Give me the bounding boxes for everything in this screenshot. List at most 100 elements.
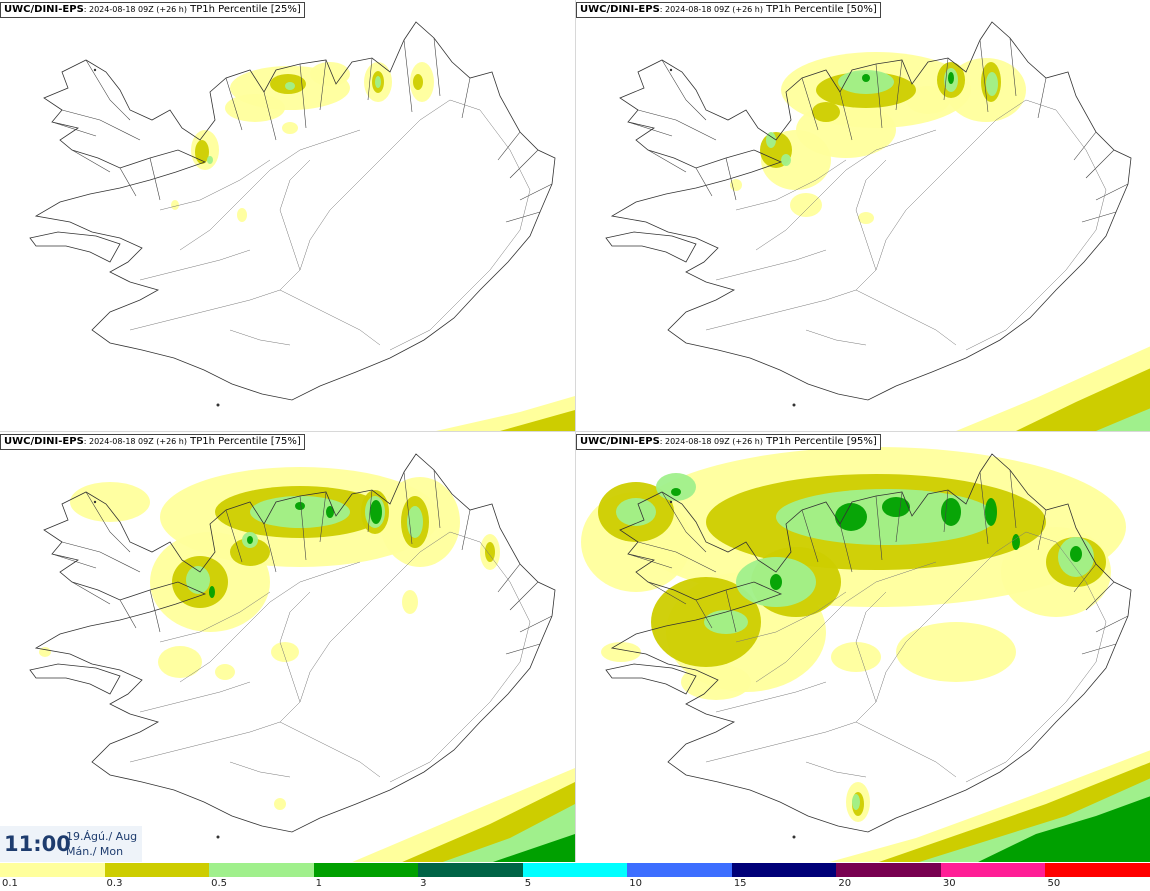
precip-area bbox=[407, 506, 423, 538]
precip-area bbox=[671, 488, 681, 496]
panel-title: UWC/DINI-EPS: 2024-08-18 09Z (+26 h) TP1… bbox=[0, 2, 305, 18]
fjord-line bbox=[1037, 77, 1047, 119]
legend-tick-label: 0.5 bbox=[211, 878, 227, 889]
fjord-line bbox=[647, 149, 687, 173]
model-name: UWC/DINI-EPS bbox=[580, 4, 660, 15]
precip-area bbox=[781, 154, 791, 166]
precip-area bbox=[207, 156, 213, 164]
fjord-line bbox=[403, 39, 413, 113]
precip-area bbox=[370, 500, 382, 524]
precip-area bbox=[770, 574, 782, 590]
precip-areas bbox=[730, 52, 1026, 224]
legend-tick-label: 30 bbox=[942, 878, 956, 889]
road-line bbox=[755, 129, 937, 251]
fjord-line bbox=[461, 509, 471, 551]
road-line bbox=[139, 249, 251, 281]
legend-swatch bbox=[940, 863, 1046, 877]
legend-swatch bbox=[104, 863, 210, 877]
run-info: : 2024-08-18 09Z (+26 h) bbox=[83, 437, 187, 446]
fjord-line bbox=[319, 59, 327, 111]
precip-area bbox=[896, 622, 1016, 682]
road-line bbox=[279, 159, 311, 271]
legend-swatch bbox=[731, 863, 837, 877]
fjord-line bbox=[403, 471, 413, 545]
legend-swatch bbox=[836, 863, 942, 877]
island-dot bbox=[93, 68, 97, 72]
panel-title: UWC/DINI-EPS: 2024-08-18 09Z (+26 h) TP1… bbox=[576, 2, 881, 18]
fjord-line bbox=[895, 59, 903, 111]
valid-time-clock: 11:00 bbox=[4, 832, 71, 856]
legend-tick-label: 3 bbox=[420, 878, 427, 889]
road-line bbox=[805, 329, 867, 346]
island-dot bbox=[216, 403, 220, 407]
coastline-peninsula bbox=[29, 663, 121, 695]
fjord-line bbox=[461, 77, 471, 119]
precip-area bbox=[326, 506, 334, 518]
precip-area-offshore bbox=[490, 834, 575, 863]
panel-title: UWC/DINI-EPS: 2024-08-18 09Z (+26 h) TP1… bbox=[576, 434, 881, 450]
legend-swatch bbox=[627, 863, 733, 877]
panel-divider-horizontal bbox=[0, 431, 1150, 432]
coastline bbox=[610, 21, 1132, 401]
precip-area bbox=[948, 72, 954, 84]
fjord-line bbox=[1095, 615, 1129, 633]
precip-area bbox=[831, 642, 881, 672]
precip-area bbox=[295, 502, 305, 510]
precip-area bbox=[704, 610, 748, 634]
road-line bbox=[735, 159, 847, 211]
legend-tick-label: 1 bbox=[315, 878, 322, 889]
fjord-line bbox=[497, 131, 521, 161]
precip-area bbox=[812, 102, 840, 122]
fjord-line bbox=[1073, 131, 1097, 161]
fjord-line bbox=[725, 157, 737, 201]
fjord-line bbox=[1095, 183, 1129, 201]
coastline-peninsula bbox=[605, 663, 697, 695]
run-info: : 2024-08-18 09Z (+26 h) bbox=[659, 5, 763, 14]
fjord-line bbox=[85, 59, 131, 121]
fjord-line bbox=[1037, 509, 1047, 551]
coastline bbox=[34, 21, 556, 401]
model-name: UWC/DINI-EPS bbox=[580, 436, 660, 447]
precip-area bbox=[186, 566, 210, 594]
road-line bbox=[855, 591, 887, 703]
legend-swatch bbox=[0, 863, 106, 877]
fjord-line bbox=[263, 91, 277, 141]
legend-tick-label: 20 bbox=[838, 878, 852, 889]
precip-area bbox=[1012, 534, 1020, 550]
model-name: UWC/DINI-EPS bbox=[4, 4, 84, 15]
legend-swatch bbox=[1045, 863, 1150, 877]
precip-area bbox=[941, 498, 961, 526]
road-line bbox=[179, 561, 361, 683]
precip-area-offshore bbox=[1016, 368, 1150, 431]
precip-area bbox=[39, 647, 51, 657]
fjord-line bbox=[637, 541, 717, 573]
fjord-line bbox=[801, 509, 819, 563]
road-line bbox=[129, 531, 531, 783]
island-dot bbox=[669, 68, 673, 72]
fjord-line bbox=[367, 57, 373, 101]
precip-area bbox=[730, 179, 742, 191]
coastline-peninsula bbox=[29, 231, 121, 263]
road-line bbox=[855, 721, 957, 778]
precip-area bbox=[858, 212, 874, 224]
precip-area bbox=[906, 86, 950, 114]
fjord-line bbox=[519, 615, 553, 633]
map-panel-p50: UWC/DINI-EPS: 2024-08-18 09Z (+26 h) TP1… bbox=[576, 0, 1150, 431]
coastline-peninsula bbox=[605, 231, 697, 263]
map-canvas bbox=[29, 21, 575, 431]
run-info: : 2024-08-18 09Z (+26 h) bbox=[659, 437, 763, 446]
map-canvas bbox=[29, 453, 575, 863]
fjord-line bbox=[637, 109, 717, 141]
precip-area bbox=[158, 646, 202, 678]
fjord-line bbox=[71, 149, 111, 173]
coastline bbox=[610, 453, 1132, 833]
island-dot bbox=[669, 500, 673, 504]
map-panel-p75: UWC/DINI-EPS: 2024-08-18 09Z (+26 h) TP1… bbox=[0, 432, 575, 863]
road-line bbox=[805, 761, 867, 778]
fjord-line bbox=[367, 489, 373, 533]
precip-area bbox=[230, 538, 270, 566]
road-line bbox=[279, 721, 381, 778]
fjord-line bbox=[497, 563, 521, 593]
precip-area bbox=[237, 208, 247, 222]
precip-area bbox=[485, 542, 495, 562]
